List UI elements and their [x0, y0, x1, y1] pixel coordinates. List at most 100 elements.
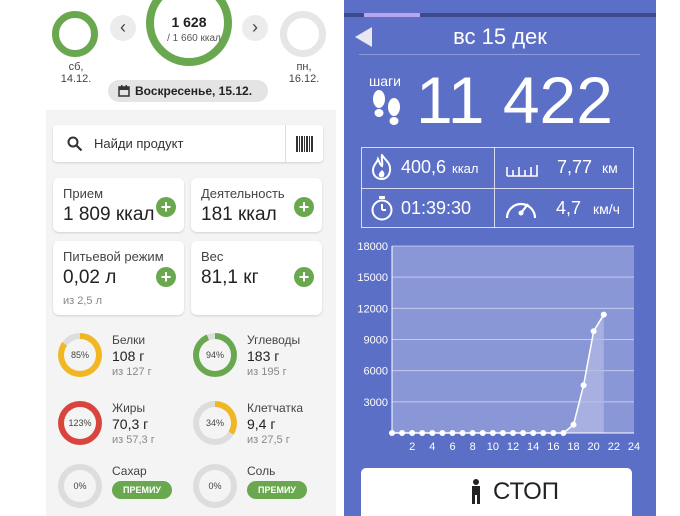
date-title: вс 15 дек	[453, 24, 547, 49]
fiber-name: Клетчатка	[247, 401, 304, 415]
stat-speed-unit: км/ч	[593, 201, 620, 217]
chart-ytick-label: 6000	[364, 366, 388, 378]
chart-point	[560, 430, 567, 436]
nutrient-protein[interactable]: 85% Белки 108 г из 127 г	[58, 333, 188, 383]
chart-point	[570, 421, 577, 428]
chart-xtick-label: 12	[507, 441, 519, 453]
nutrient-carbs[interactable]: 94% Углеводы 183 г из 195 г	[193, 333, 333, 383]
protein-goal: из 127 г	[112, 366, 152, 378]
chart-xtick-label: 22	[608, 441, 620, 453]
card-water-goal: из 2,5 л	[63, 295, 103, 307]
fat-goal: из 57,3 г	[112, 434, 155, 446]
next-day-button[interactable]: ›	[242, 15, 268, 41]
card-activity-value: 181 ккал	[201, 204, 277, 225]
search-bar[interactable]: Найди продукт	[53, 125, 323, 162]
chart-point	[399, 430, 406, 436]
ruler-icon	[506, 165, 538, 177]
header-divider	[359, 54, 640, 55]
chart-xtick-label: 14	[527, 441, 539, 453]
salt-premium-button[interactable]: ПРЕМИУ	[247, 481, 307, 499]
card-activity[interactable]: Деятельность 181 ккал +	[191, 178, 322, 232]
chevron-left-icon: ‹	[120, 17, 126, 37]
add-water-button[interactable]: +	[156, 267, 176, 287]
chart-point	[449, 430, 456, 436]
card-weight-title: Вес	[201, 249, 224, 264]
nutrient-sugar[interactable]: 0% Сахар ПРЕМИУ	[58, 464, 188, 514]
chart-point	[389, 430, 395, 436]
search-divider	[285, 125, 286, 162]
top-progress-bar	[344, 13, 656, 17]
next-day-ring[interactable]	[280, 11, 326, 57]
stats-grid-vline	[494, 147, 495, 228]
current-date: Воскресенье, 15.12.	[135, 84, 253, 98]
nutrient-fiber[interactable]: 34% Клетчатка 9,4 г из 27,5 г	[193, 401, 333, 451]
date-selector[interactable]: Воскресенье, 15.12.	[108, 80, 268, 102]
nutrient-salt[interactable]: 0% Соль ПРЕМИУ	[193, 464, 333, 514]
chart-ytick-label: 12000	[357, 303, 388, 315]
prev-day-ring[interactable]	[52, 11, 98, 57]
sugar-name: Сахар	[112, 464, 147, 478]
chart-point	[600, 311, 607, 318]
card-intake-title: Прием	[63, 186, 104, 201]
sugar-donut: 0%	[58, 464, 102, 508]
stop-button[interactable]: СТОП	[361, 468, 632, 516]
salt-percent: 0%	[199, 470, 231, 502]
prev-day-button[interactable]: ‹	[110, 15, 136, 41]
chart-point	[439, 430, 446, 436]
salt-donut: 0%	[193, 464, 237, 508]
protein-percent: 85%	[64, 339, 96, 371]
stopwatch-icon	[371, 196, 393, 221]
chart-area	[392, 314, 604, 433]
chart-xtick-label: 8	[470, 441, 476, 453]
chart-ytick-label: 15000	[357, 272, 388, 284]
card-water-title: Питьевой режим	[63, 249, 164, 264]
chart-point	[419, 430, 426, 436]
salt-name: Соль	[247, 464, 276, 478]
search-input[interactable]: Найди продукт	[94, 136, 184, 151]
prev-day-label[interactable]: сб, 14.12.	[60, 61, 92, 85]
chart-ytick-label: 3000	[364, 397, 388, 409]
stat-distance-unit: км	[602, 160, 618, 176]
fat-percent: 123%	[64, 407, 96, 439]
search-icon	[67, 136, 83, 152]
next-day-label[interactable]: пн, 16.12.	[288, 61, 320, 85]
stats-grid-hline	[361, 188, 634, 189]
stat-distance: 7,77 км	[494, 147, 634, 188]
chevron-right-icon: ›	[252, 17, 258, 37]
chart-point	[520, 430, 527, 436]
sugar-percent: 0%	[64, 470, 96, 502]
add-intake-button[interactable]: +	[156, 197, 176, 217]
carbs-donut: 94%	[193, 333, 237, 377]
nutrition-panel: сб, 14.12. ‹ 1 628 / 1 660 ккал › пн, 16…	[46, 0, 336, 516]
chart-point	[409, 430, 416, 436]
stat-speed-value: 4,7	[556, 198, 582, 218]
protein-value: 108 г	[112, 348, 145, 364]
card-weight[interactable]: Вес 81,1 кг +	[191, 241, 322, 315]
barcode-icon[interactable]	[296, 136, 314, 152]
nutrient-fat[interactable]: 123% Жиры 70,3 г из 57,3 г	[58, 401, 188, 451]
fiber-goal: из 27,5 г	[247, 434, 290, 446]
chart-xtick-label: 20	[588, 441, 600, 453]
add-weight-button[interactable]: +	[294, 267, 314, 287]
protein-donut: 85%	[58, 333, 102, 377]
calories-value: 1 628	[171, 14, 207, 30]
stop-label: СТОП	[493, 478, 560, 505]
calories-goal: / 1 660 ккал	[167, 33, 221, 44]
stat-calories-value: 400,6	[401, 157, 447, 177]
day-header: сб, 14.12. ‹ 1 628 / 1 660 ккал › пн, 16…	[46, 0, 336, 110]
card-weight-value: 81,1 кг	[201, 267, 259, 288]
add-activity-button[interactable]: +	[294, 197, 314, 217]
chart-xtick-label: 6	[449, 441, 455, 453]
sugar-premium-button[interactable]: ПРЕМИУ	[112, 481, 172, 499]
calories-ring[interactable]	[146, 0, 232, 66]
chart-xtick-label: 24	[628, 441, 640, 453]
chart-point	[510, 430, 516, 436]
card-activity-title: Деятельность	[201, 186, 285, 201]
card-water[interactable]: Питьевой режим 0,02 л из 2,5 л +	[53, 241, 184, 315]
chart-point	[590, 328, 597, 335]
chart-point	[479, 430, 486, 436]
pedometer-panel: вс 15 дек шаги 11 422 400,6 ккал 7,77 км	[344, 0, 656, 516]
back-arrow-icon[interactable]	[353, 26, 373, 48]
card-intake[interactable]: Прием 1 809 ккал +	[53, 178, 184, 232]
